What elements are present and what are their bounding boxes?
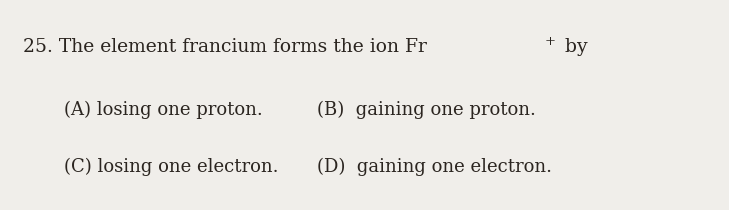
Text: by: by [558, 38, 588, 56]
Text: 25. The element francium forms the ion Fr: 25. The element francium forms the ion F… [23, 38, 427, 56]
Text: (B)  gaining one proton.: (B) gaining one proton. [317, 101, 536, 119]
Text: (C) losing one electron.: (C) losing one electron. [64, 158, 278, 176]
Text: +: + [545, 35, 555, 48]
Text: (A) losing one proton.: (A) losing one proton. [64, 101, 263, 119]
Text: (D)  gaining one electron.: (D) gaining one electron. [317, 158, 552, 176]
